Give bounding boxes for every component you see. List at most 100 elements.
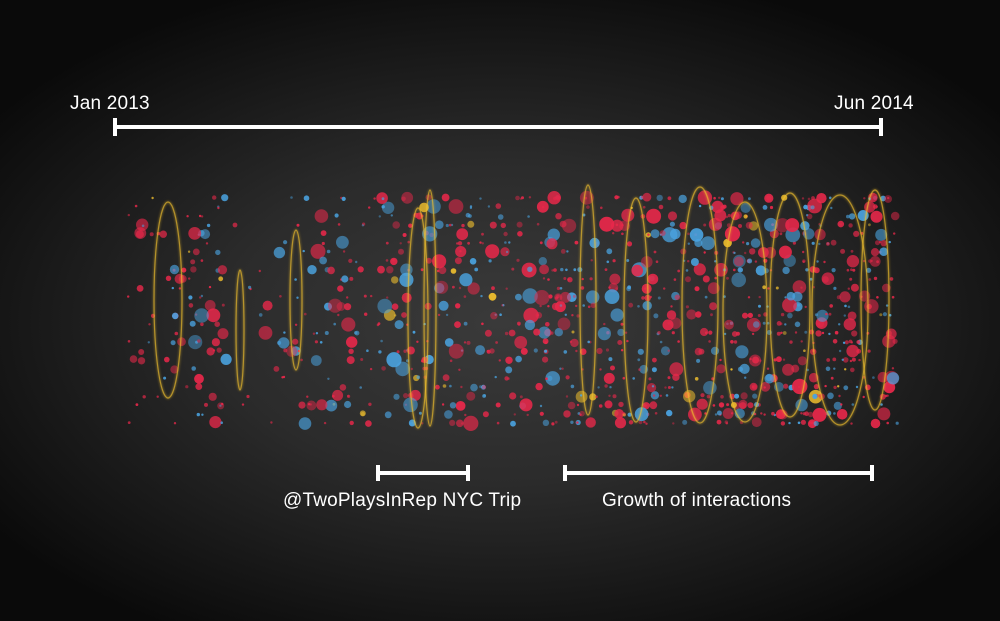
scatter-dot [576, 421, 579, 424]
scatter-dot [448, 199, 464, 214]
scatter-dot [840, 403, 843, 406]
scatter-dot [697, 190, 713, 205]
scatter-dot [810, 421, 814, 424]
scatter-dot [604, 289, 620, 304]
scatter-dot [739, 363, 750, 374]
scatter-dot [763, 413, 766, 416]
scatter-dot [294, 323, 298, 326]
scatter-dot [217, 206, 220, 210]
scatter-dot [627, 412, 632, 417]
scatter-dot [349, 276, 354, 281]
scatter-dot [376, 323, 380, 327]
scatter-dot [800, 419, 807, 425]
scatter-dot [689, 228, 704, 242]
scatter-dot [517, 231, 523, 237]
scatter-dot [563, 350, 568, 354]
scatter-dot [396, 350, 400, 354]
scatter-dot [832, 357, 837, 362]
scatter-dot [816, 193, 827, 204]
scatter-dot [880, 195, 886, 202]
scatter-dot [442, 374, 450, 381]
scatter-dot [710, 346, 720, 355]
scatter-dot [283, 331, 286, 334]
scatter-dot [764, 217, 778, 232]
scatter-dot [888, 240, 891, 244]
scatter-dot [711, 200, 724, 213]
scatter-dot [536, 222, 540, 226]
scatter-dot [713, 196, 716, 200]
scatter-dot [516, 221, 523, 228]
interaction-arc [423, 189, 437, 427]
scatter-dot [560, 249, 566, 254]
scatter-dot [606, 260, 610, 264]
scatter-dot [776, 321, 782, 326]
scatter-dot [652, 357, 657, 363]
scatter-dot [515, 355, 522, 363]
scatter-dot [615, 287, 618, 290]
scatter-dot [200, 322, 204, 327]
scatter-dot [364, 312, 368, 316]
scatter-dot [758, 304, 761, 308]
scatter-dot [685, 305, 690, 309]
scatter-dot [579, 394, 583, 397]
scatter-dot [632, 377, 635, 380]
scatter-dot [582, 304, 585, 307]
scatter-dot [200, 294, 204, 298]
scatter-dot [449, 419, 456, 426]
scatter-dot [527, 215, 530, 218]
scatter-dot [870, 259, 873, 263]
scatter-dot [333, 322, 337, 326]
scatter-dot [246, 394, 250, 399]
scatter-dot [678, 194, 687, 204]
scatter-dot [511, 267, 515, 271]
scatter-dot [458, 368, 461, 371]
scatter-dot [664, 386, 667, 389]
scatter-dot [778, 245, 792, 259]
scatter-dot [626, 339, 629, 343]
scatter-dot [220, 421, 223, 425]
scatter-dot [485, 244, 500, 259]
scatter-dot [425, 257, 432, 264]
scatter-dot [296, 223, 300, 227]
scatter-dot [641, 296, 645, 300]
scatter-dot [618, 401, 624, 408]
scatter-dot [718, 402, 725, 408]
scatter-dot [370, 294, 373, 298]
scatter-dot [766, 195, 772, 201]
scatter-dot [220, 353, 232, 365]
scatter-dot [575, 304, 578, 308]
scatter-dot [498, 359, 501, 362]
scatter-dot [212, 195, 217, 200]
scatter-dot [643, 287, 647, 290]
scatter-dot [659, 394, 662, 397]
scatter-dot [738, 399, 748, 409]
scatter-dot [615, 223, 619, 227]
scatter-dot [710, 313, 713, 317]
scatter-dot [659, 230, 666, 237]
scatter-dot [805, 214, 809, 217]
scatter-dot [191, 366, 196, 371]
scatter-dot [298, 417, 312, 430]
scatter-dot [303, 195, 310, 201]
scatter-dot [855, 385, 859, 389]
interaction-arc [153, 201, 183, 399]
scatter-dot [631, 264, 643, 277]
scatter-dot [716, 419, 722, 425]
scatter-dot [377, 298, 393, 314]
scatter-dot [642, 192, 652, 202]
scatter-dot [863, 197, 866, 200]
scatter-dot [448, 223, 452, 227]
scatter-dot [804, 305, 807, 309]
scatter-dot [792, 241, 797, 245]
scatter-dot [617, 340, 623, 345]
scatter-dot [702, 275, 710, 283]
scatter-dot [649, 295, 653, 299]
scatter-dot [585, 417, 596, 428]
scatter-dot [802, 412, 806, 416]
scatter-dot [856, 340, 861, 344]
scatter-dot [708, 217, 723, 231]
scatter-dot [829, 304, 833, 308]
scatter-dot [194, 308, 209, 323]
scatter-dot [840, 248, 846, 254]
scatter-dot [797, 421, 801, 425]
